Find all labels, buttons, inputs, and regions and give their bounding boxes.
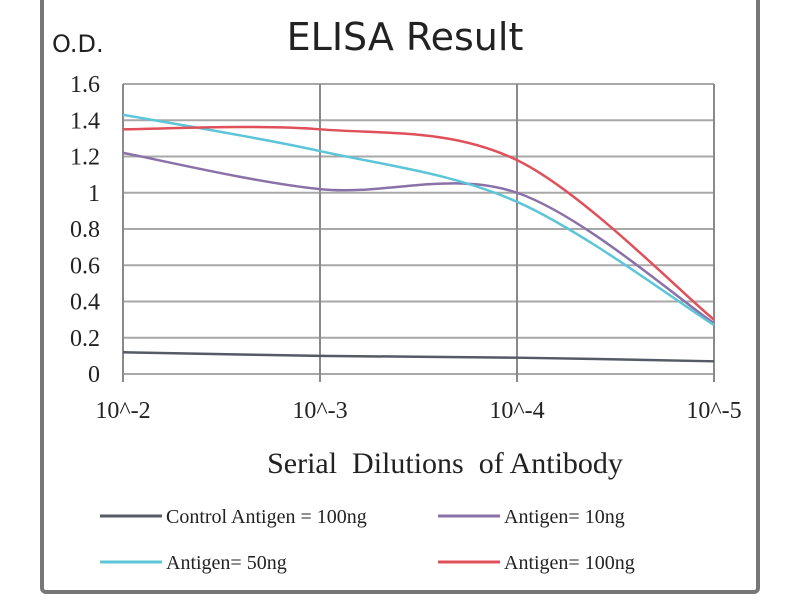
series-line (122, 351, 715, 363)
y-tick-label: 0 (88, 362, 100, 388)
x-tick-label: 10^-5 (686, 398, 741, 424)
x-tick-labels: 10^-2 10^-3 10^-4 10^-5 (95, 398, 741, 424)
x-tick-label: 10^-4 (489, 398, 544, 424)
legend-item: Control Antigen = 100ng (100, 506, 367, 528)
y-tick-label: 0.2 (70, 326, 100, 352)
series-line (122, 113, 715, 327)
x-tick-label: 10^-2 (95, 398, 150, 424)
y-tick-label: 0.6 (70, 253, 100, 279)
legend-label: Antigen= 50ng (166, 552, 287, 574)
legend-label: Antigen= 10ng (504, 506, 625, 528)
legend: Control Antigen = 100ng Antigen= 10ng Anti… (100, 506, 635, 574)
y-tick-label: 1 (88, 181, 100, 207)
series-line (122, 125, 715, 321)
legend-label: Control Antigen = 100ng (166, 506, 367, 528)
x-tick-label: 10^-3 (292, 398, 347, 424)
legend-item: Antigen= 10ng (438, 506, 625, 528)
chart-title: ELISA Result (287, 15, 524, 59)
legend-item: Antigen= 100ng (438, 552, 635, 574)
x-axis-label: Serial Dilutions of Antibody (267, 447, 623, 480)
y-tick-label: 0.8 (70, 217, 100, 243)
y-tick-label: 1.2 (70, 145, 100, 171)
series-lines (122, 113, 715, 363)
y-tick-label: 1.6 (70, 72, 100, 98)
y-axis-label: O.D. (52, 30, 104, 58)
legend-label: Antigen= 100ng (504, 552, 635, 574)
series-line (122, 151, 715, 325)
grid (122, 83, 715, 382)
y-tick-label: 0.4 (70, 290, 100, 316)
legend-item: Antigen= 50ng (100, 552, 287, 574)
chart-frame (40, 0, 760, 594)
y-tick-labels: 0 0.2 0.4 0.6 0.8 1 1.2 1.4 1.6 (70, 72, 100, 388)
y-tick-label: 1.4 (70, 108, 100, 134)
